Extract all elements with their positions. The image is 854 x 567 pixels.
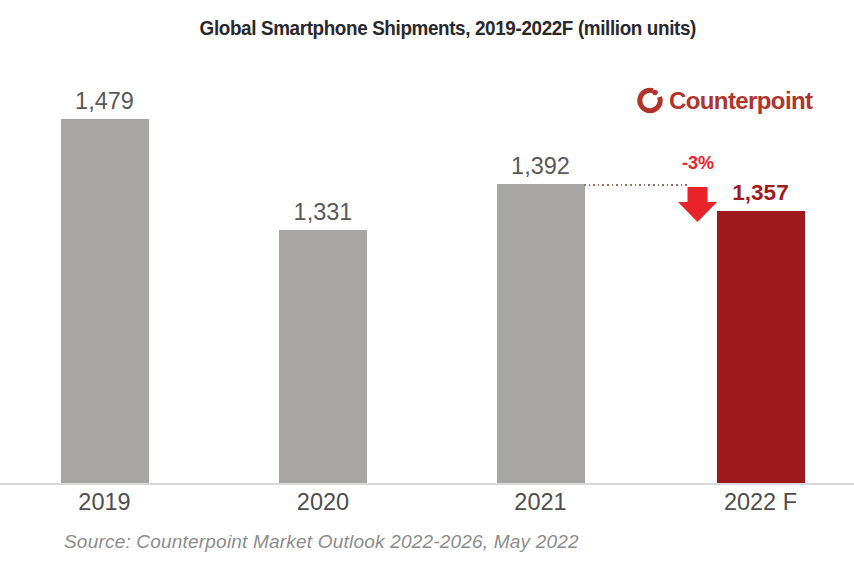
chart-title-row: Global Smartphone Shipments, 2019-2022F … — [21, 16, 854, 40]
decline-percent-label: -3% — [668, 153, 728, 174]
source-note: Source: Counterpoint Market Outlook 2022… — [64, 531, 579, 553]
axis-label-2019: 2019 — [35, 489, 175, 516]
bar-2019 — [61, 119, 149, 484]
axis-label-2020: 2020 — [253, 489, 393, 516]
counterpoint-logo-text: Counterpoint — [669, 87, 812, 115]
down-arrow-icon — [678, 187, 717, 223]
decline-connector-line — [584, 184, 690, 186]
value-label-2019: 1,479 — [35, 89, 175, 113]
chart: Global Smartphone Shipments, 2019-2022F … — [0, 0, 854, 567]
counterpoint-logo: Counterpoint — [636, 86, 812, 115]
counterpoint-ring-icon — [636, 86, 665, 115]
chart-title: Global Smartphone Shipments, 2019-2022F … — [200, 16, 696, 40]
axis-label-2022f: 2022 F — [691, 489, 831, 516]
value-label-2020: 1,331 — [253, 200, 393, 224]
bar-2020 — [279, 230, 367, 484]
axis-label-2021: 2021 — [471, 489, 611, 516]
bar-2022f — [717, 211, 805, 484]
value-label-2021: 1,392 — [471, 154, 611, 178]
x-axis-line — [0, 483, 854, 485]
bar-2021 — [497, 184, 585, 484]
